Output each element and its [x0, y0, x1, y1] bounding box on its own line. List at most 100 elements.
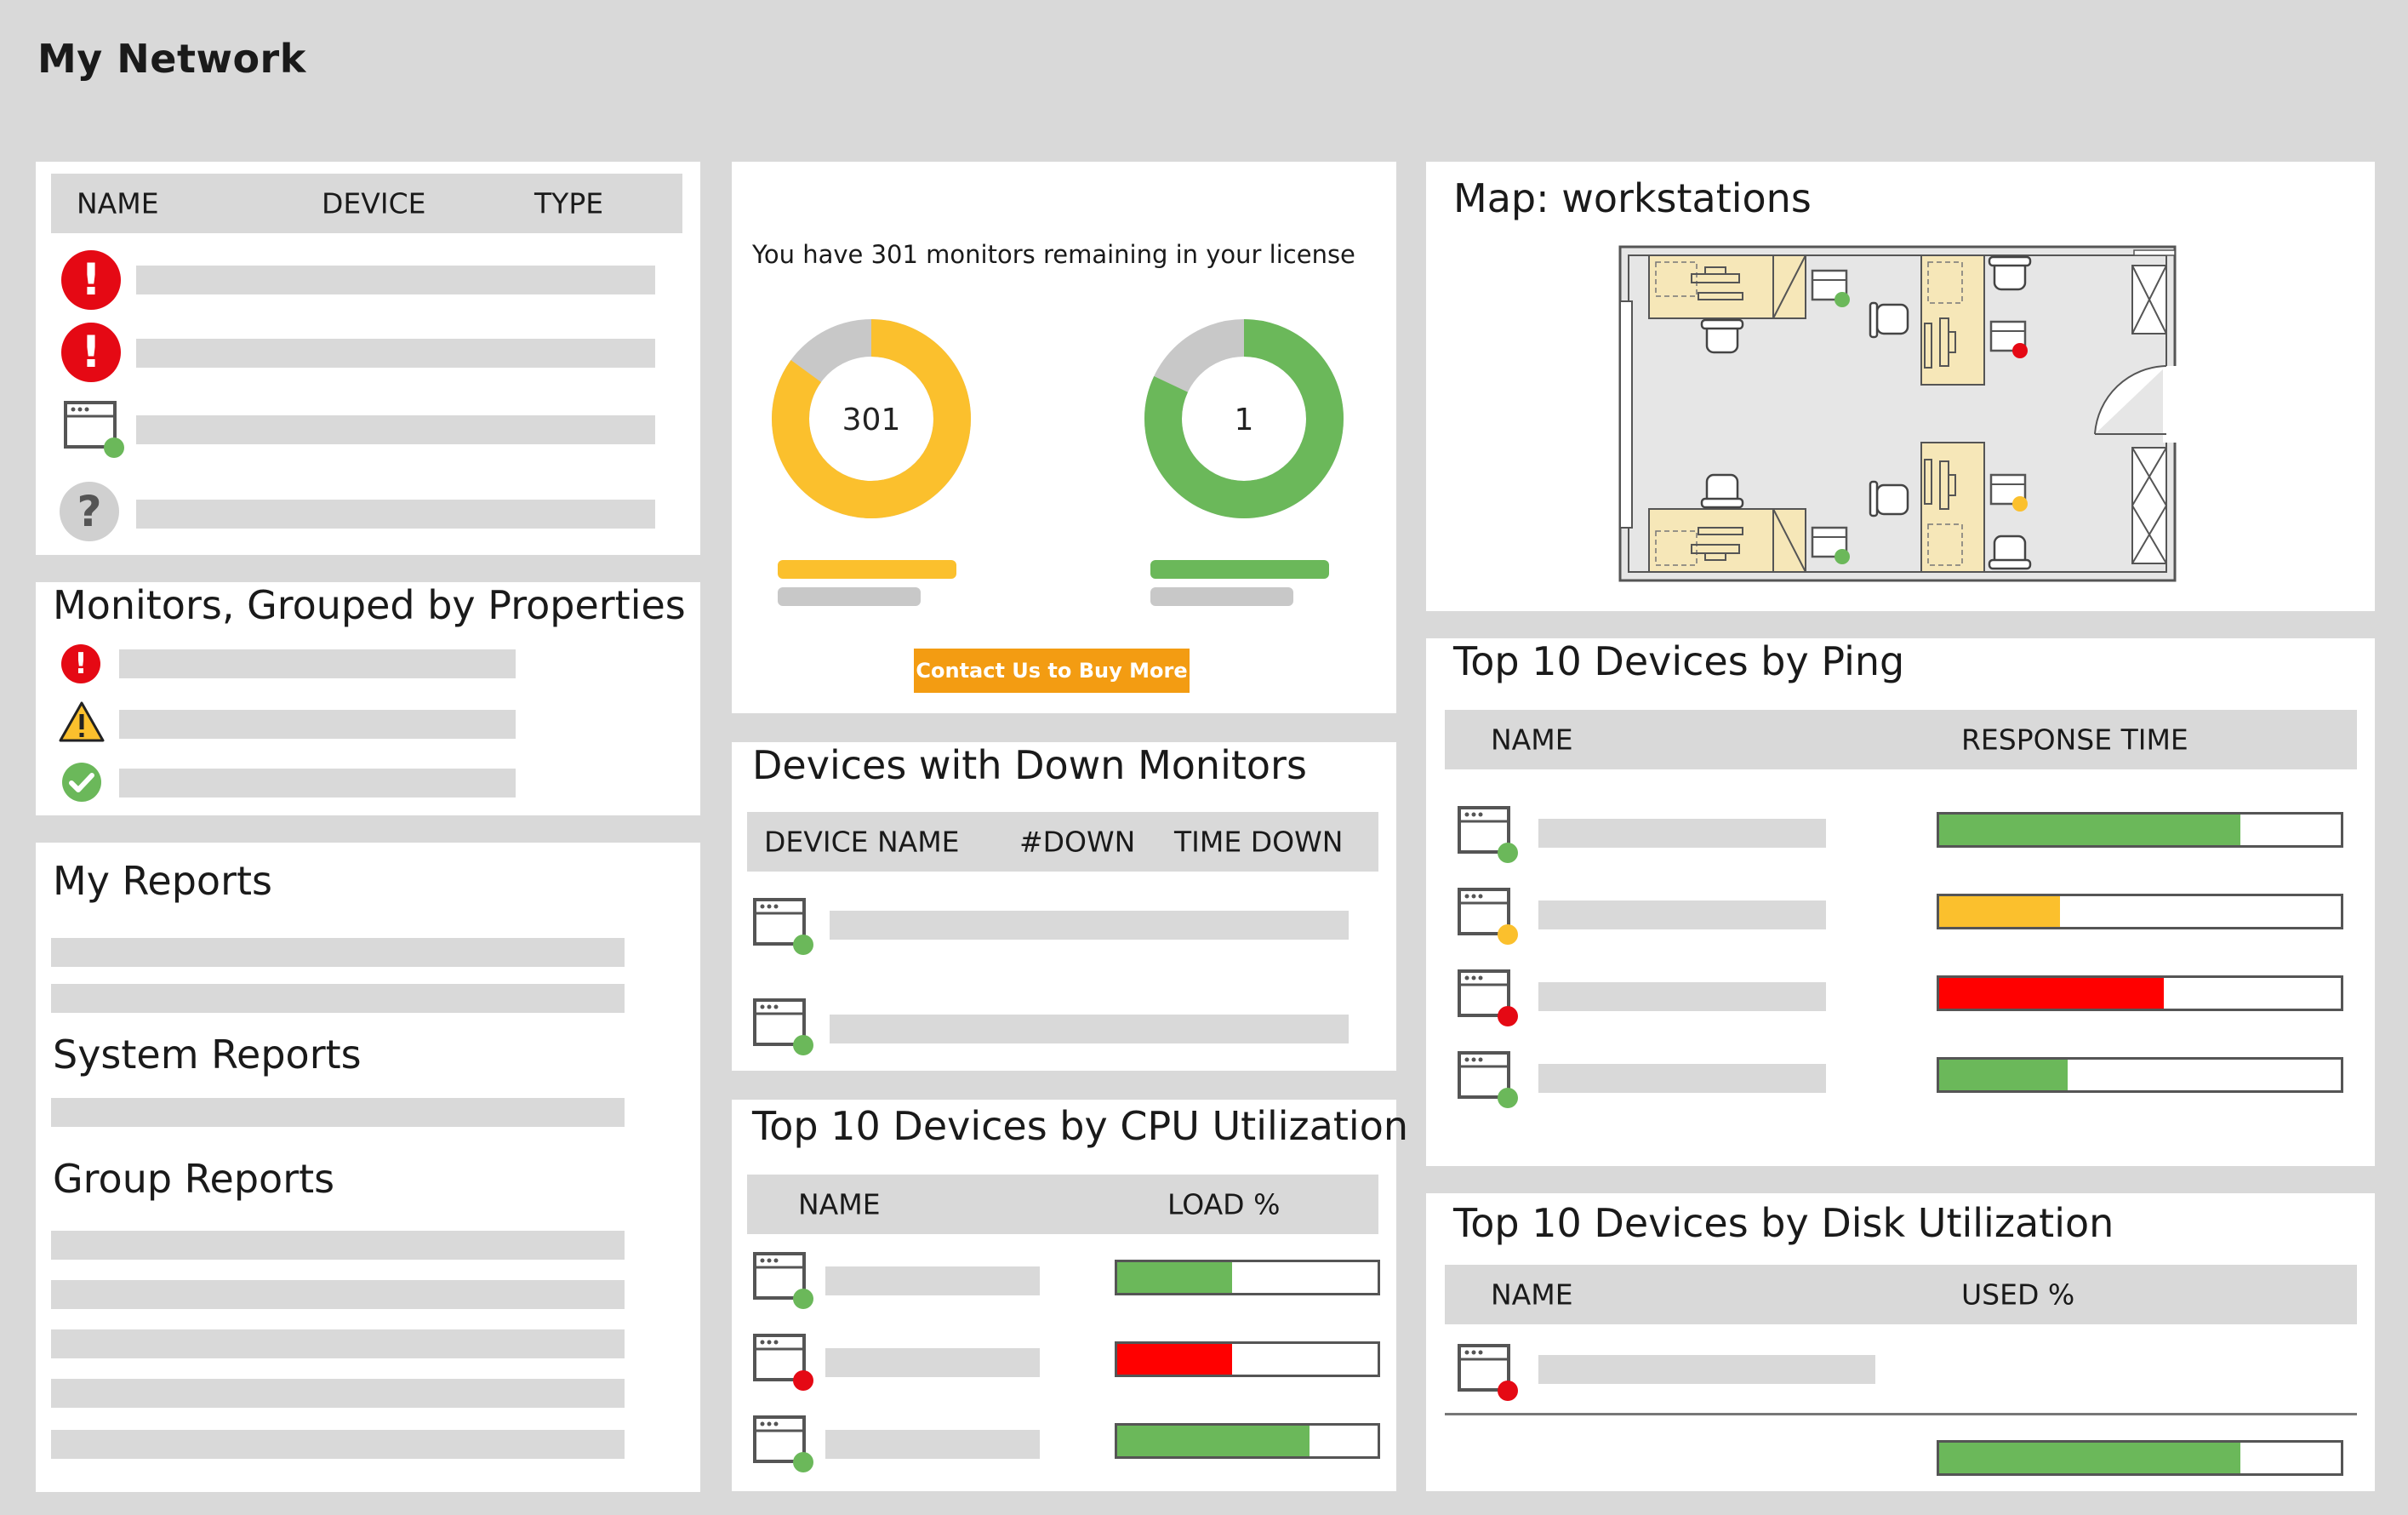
list-item[interactable] — [119, 649, 516, 678]
column-header-name[interactable]: NAME — [798, 1187, 881, 1221]
ping-title: Top 10 Devices by Ping — [1453, 638, 1905, 684]
row-divider — [1445, 1413, 2357, 1415]
column-header-name[interactable]: NAME — [77, 186, 159, 220]
table-row[interactable] — [1538, 1064, 1826, 1093]
cpu-title: Top 10 Devices by CPU Utilization — [752, 1103, 1408, 1149]
error-icon: ! — [61, 250, 121, 310]
status-table-panel: NAME DEVICE TYPE ! ! ? — [36, 162, 700, 555]
list-item[interactable] — [119, 710, 516, 739]
usage-meter — [1937, 812, 2343, 848]
map-title: Map: workstations — [1453, 175, 1812, 221]
floor-plan-map[interactable] — [1617, 242, 2178, 586]
error-icon: ! — [61, 323, 121, 382]
usage-meter-fill — [1117, 1262, 1232, 1293]
device-icon — [1457, 969, 1521, 1033]
report-item[interactable] — [51, 1098, 625, 1127]
usage-meter — [1115, 1260, 1380, 1295]
report-item[interactable] — [51, 1329, 625, 1358]
check-icon — [62, 763, 101, 802]
table-row[interactable] — [825, 1348, 1040, 1377]
cpu-header: NAME LOAD % — [747, 1175, 1378, 1234]
device-ok-icon — [753, 998, 813, 1055]
table-row[interactable] — [1538, 1355, 1875, 1384]
column-header-used[interactable]: USED % — [1961, 1278, 2075, 1312]
column-header-device-name[interactable]: DEVICE NAME — [764, 825, 960, 859]
usage-meter — [1937, 894, 2343, 929]
device-ok-icon — [64, 401, 124, 458]
report-item[interactable] — [51, 1430, 625, 1459]
table-row[interactable] — [825, 1430, 1040, 1459]
report-item[interactable] — [51, 1379, 625, 1408]
usage-meter — [1115, 1341, 1380, 1377]
table-row[interactable] — [830, 911, 1349, 940]
my-reports-title: My Reports — [53, 858, 272, 904]
system-reports-title: System Reports — [53, 1032, 362, 1078]
column-header-time-down[interactable]: TIME DOWN — [1174, 825, 1344, 859]
table-row[interactable] — [1538, 900, 1826, 929]
column-header-name[interactable]: NAME — [1491, 723, 1573, 757]
usage-meter — [1937, 1440, 2343, 1476]
legend-bar-used — [1150, 560, 1329, 579]
report-item[interactable] — [51, 1280, 625, 1309]
reports-panel: My Reports System Reports Group Reports — [36, 843, 700, 1492]
device-icon — [752, 1415, 817, 1479]
ping-header: NAME RESPONSE TIME — [1445, 710, 2357, 769]
warning-icon — [59, 701, 105, 742]
usage-meter-fill — [1117, 1344, 1232, 1375]
table-row[interactable] — [1538, 982, 1826, 1011]
down-monitors-panel: Devices with Down Monitors DEVICE NAME #… — [732, 742, 1396, 1071]
license-donut-used: 1 — [1144, 319, 1344, 518]
table-row[interactable] — [136, 500, 655, 529]
donut-used-label: 1 — [1235, 403, 1254, 437]
usage-meter — [1937, 1057, 2343, 1093]
donut-remaining-segment — [772, 319, 971, 518]
map-panel: Map: workstations — [1426, 162, 2375, 611]
device-icon — [1457, 887, 1521, 952]
table-row[interactable] — [136, 339, 655, 368]
table-row[interactable] — [136, 266, 655, 294]
cpu-panel: Top 10 Devices by CPU Utilization NAME L… — [732, 1100, 1408, 1491]
error-icon: ! — [61, 644, 100, 683]
list-item[interactable] — [119, 769, 516, 798]
report-item[interactable] — [51, 1231, 625, 1260]
usage-meter-fill — [1939, 896, 2060, 927]
device-icon — [752, 1251, 817, 1316]
down-monitors-header: DEVICE NAME #DOWN TIME DOWN — [747, 812, 1378, 872]
table-row[interactable] — [136, 415, 655, 444]
table-row[interactable] — [825, 1266, 1040, 1295]
license-text: You have 301 monitors remaining in your … — [752, 240, 1355, 269]
usage-meter-fill — [1117, 1426, 1310, 1456]
page-title: My Network — [37, 36, 306, 82]
column-header-device[interactable]: DEVICE — [322, 186, 426, 220]
column-header-response-time[interactable]: RESPONSE TIME — [1961, 723, 2188, 757]
license-panel: You have 301 monitors remaining in your … — [732, 162, 1396, 713]
monitors-grouped-panel: Monitors, Grouped by Properties ! — [36, 582, 700, 815]
column-header-type[interactable]: TYPE — [534, 186, 604, 220]
contact-us-button[interactable]: Contact Us to Buy More — [914, 649, 1190, 693]
disk-title: Top 10 Devices by Disk Utilization — [1453, 1200, 2114, 1246]
device-icon — [1457, 805, 1521, 870]
group-reports-title: Group Reports — [53, 1156, 335, 1202]
legend-bar-remaining-label — [778, 587, 921, 606]
usage-meter-fill — [1939, 978, 2165, 1009]
usage-meter — [1937, 975, 2343, 1011]
report-item[interactable] — [51, 984, 625, 1013]
table-row[interactable] — [1538, 819, 1826, 848]
device-icon — [1457, 1050, 1521, 1115]
monitors-grouped-title: Monitors, Grouped by Properties — [53, 582, 686, 628]
column-header-down-count[interactable]: #DOWN — [1019, 825, 1136, 859]
legend-bar-remaining — [778, 560, 956, 579]
column-header-load[interactable]: LOAD % — [1167, 1187, 1281, 1221]
legend-bar-used-label — [1150, 587, 1293, 606]
ping-panel: Top 10 Devices by Ping NAME RESPONSE TIM… — [1426, 638, 2375, 1166]
disk-panel: Top 10 Devices by Disk Utilization NAME … — [1426, 1193, 2375, 1491]
usage-meter-fill — [1939, 1060, 2068, 1090]
usage-meter — [1115, 1423, 1380, 1459]
usage-meter-fill — [1939, 815, 2240, 845]
report-item[interactable] — [51, 938, 625, 967]
column-header-name[interactable]: NAME — [1491, 1278, 1573, 1312]
disk-header: NAME USED % — [1445, 1265, 2357, 1324]
status-table-header: NAME DEVICE TYPE — [51, 174, 682, 233]
table-row[interactable] — [830, 1015, 1349, 1043]
unknown-icon: ? — [60, 482, 119, 541]
